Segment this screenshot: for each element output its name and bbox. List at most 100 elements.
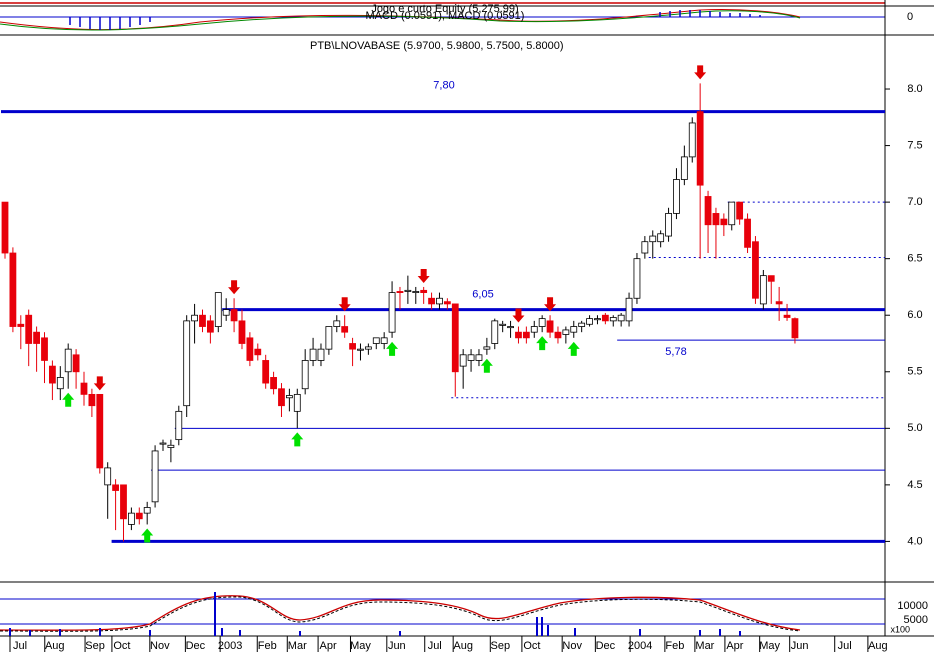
candle-body [436,297,443,305]
candle-body [578,322,586,327]
buy-arrow [141,528,154,543]
candle-body [704,196,712,226]
candle-body [364,346,372,350]
sell-arrow [512,308,525,323]
candle-body [80,382,88,395]
candle-body [404,289,412,292]
candle-body [17,323,25,327]
buy-arrow [386,341,399,356]
sell-arrow [93,376,106,391]
x-tick-label: Sep [85,640,105,652]
candle-body [657,233,665,243]
x-tick-label: Oct [113,640,130,652]
candle-body [546,320,554,333]
volume-tick-label: x100 [890,624,910,634]
candle-body [451,303,459,373]
candle-body [609,317,617,322]
candle-body [720,218,728,226]
candle-body [238,320,246,344]
candle-body [467,354,475,361]
candle-body [499,323,507,326]
candle-body [254,348,262,356]
candle-body [159,442,167,445]
candle-body [601,314,609,322]
candle-body [349,343,356,350]
y-tick-label: 7.5 [907,139,922,151]
candle-body [491,320,499,344]
candle-body [428,297,435,305]
candle-body [515,331,522,339]
candle-body [33,331,40,344]
x-tick-label: Nov [150,640,170,652]
candle-body [380,337,388,344]
candle-body [475,354,483,361]
candle-body [309,348,317,361]
x-tick-label: Oct [523,640,540,652]
x-tick-label: Apr [726,640,743,652]
candle-body [167,444,175,448]
candle-body [64,348,72,373]
candle-body [357,348,364,351]
x-tick-label: Jul [838,640,852,652]
y-tick-label: 5.5 [907,366,922,378]
y-tick-label: 7.0 [907,196,922,208]
candle-body [293,393,301,412]
sell-arrow [338,297,351,312]
candle-body [183,320,191,407]
candle-body [562,329,570,335]
x-tick-label: May [759,640,780,652]
candle-body [736,201,744,220]
candle-body [317,348,325,361]
candle-body [222,309,230,316]
candle-body [775,301,783,305]
candle-body [206,320,214,333]
sell-arrow [417,268,430,283]
candle-body [270,377,277,390]
y-tick-label: 4.0 [907,535,922,547]
buy-arrow [536,336,549,351]
candle-body [127,512,135,525]
candle-body [744,218,751,248]
y-tick-label: 6.5 [907,253,922,265]
candle-body [759,275,767,305]
x-tick-label: Jun [791,640,809,652]
candle-body [633,258,641,299]
candle-body [696,111,704,186]
candle-body [570,326,578,333]
candle-body [712,213,720,226]
buy-arrow [62,392,75,407]
candle-body [175,410,183,441]
candle-body [443,301,451,305]
candle-body [396,291,404,294]
x-tick-label: Mar [695,640,714,652]
candle-body [246,337,254,361]
candle-body [199,314,206,327]
x-tick-label: Jun [388,640,406,652]
candle-body [538,318,546,327]
candle-body [530,326,538,333]
volume-panel: 10000 5000 x100 [0,592,928,636]
candle-body [625,297,633,322]
y-tick-label: 8.0 [907,83,922,95]
x-tick-label: Dec [596,640,616,652]
candle-body [617,314,625,322]
x-tick-label: Apr [320,640,337,652]
candle-body [56,377,64,390]
macd-zero-label: 0 [907,11,913,23]
candle-body [783,314,791,318]
candle-body [262,360,270,384]
candle-body [191,314,198,322]
macd-label: MACD (0.0591), MACD (0.0591) [366,10,525,22]
candle-body [278,388,285,407]
x-tick-label: Jul [428,640,442,652]
candle-body [214,292,222,327]
y-tick-label: 6.0 [907,309,922,321]
candle-body [48,365,56,384]
volume-tick-label: 10000 [897,600,928,612]
candle-body [483,346,491,350]
x-tick-label: Dec [186,640,206,652]
buy-arrow [291,432,304,447]
candle-body [412,291,420,294]
candle-body [728,201,736,226]
